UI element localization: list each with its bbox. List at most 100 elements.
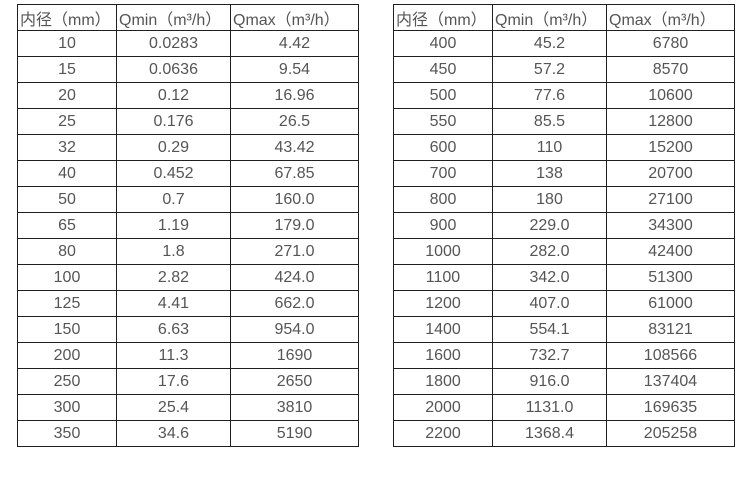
cell-qmin: 11.3 bbox=[116, 342, 231, 369]
cell-diameter: 1100 bbox=[393, 264, 493, 291]
cell-qmax: 83121 bbox=[606, 316, 735, 343]
cell-qmax: 61000 bbox=[606, 290, 735, 317]
cell-qmin: 110 bbox=[492, 134, 607, 161]
table-row: 200 11.3 1690 bbox=[17, 342, 359, 369]
cell-qmin: 282.0 bbox=[492, 238, 607, 265]
header-cell-qmax: Qmax（m³/h） bbox=[606, 4, 735, 31]
table-row: 700 138 20700 bbox=[393, 160, 735, 187]
cell-qmax: 169635 bbox=[606, 394, 735, 421]
cell-qmax: 15200 bbox=[606, 134, 735, 161]
cell-diameter: 125 bbox=[17, 290, 117, 317]
table-row: 500 77.6 10600 bbox=[393, 82, 735, 109]
table-row: 80 1.8 271.0 bbox=[17, 238, 359, 265]
table-row: 100 2.82 424.0 bbox=[17, 264, 359, 291]
flow-table-small-diameters: 内径（mm） Qmin（m³/h） Qmax（m³/h） 10 0.0283 4.42 15… bbox=[17, 4, 359, 447]
cell-diameter: 40 bbox=[17, 160, 117, 187]
cell-diameter: 15 bbox=[17, 56, 117, 83]
cell-qmin: 554.1 bbox=[492, 316, 607, 343]
cell-qmin: 0.176 bbox=[116, 108, 231, 135]
tables-container: 内径（mm） Qmin（m³/h） Qmax（m³/h） 10 0.0283 4.42 15… bbox=[17, 4, 735, 447]
cell-diameter: 800 bbox=[393, 186, 493, 213]
cell-diameter: 25 bbox=[17, 108, 117, 135]
cell-qmin: 1131.0 bbox=[492, 394, 607, 421]
cell-qmin: 77.6 bbox=[492, 82, 607, 109]
cell-qmax: 1690 bbox=[230, 342, 359, 369]
cell-qmin: 34.6 bbox=[116, 420, 231, 447]
cell-qmin: 45.2 bbox=[492, 30, 607, 57]
cell-qmax: 67.85 bbox=[230, 160, 359, 187]
table-row: 250 17.6 2650 bbox=[17, 368, 359, 395]
cell-qmin: 180 bbox=[492, 186, 607, 213]
table-row: 900 229.0 34300 bbox=[393, 212, 735, 239]
cell-qmax: 20700 bbox=[606, 160, 735, 187]
table-row: 40 0.452 67.85 bbox=[17, 160, 359, 187]
cell-qmax: 179.0 bbox=[230, 212, 359, 239]
cell-qmin: 6.63 bbox=[116, 316, 231, 343]
table-row: 1100 342.0 51300 bbox=[393, 264, 735, 291]
cell-qmax: 424.0 bbox=[230, 264, 359, 291]
table-row: 1400 554.1 83121 bbox=[393, 316, 735, 343]
table-row: 1200 407.0 61000 bbox=[393, 290, 735, 317]
cell-diameter: 65 bbox=[17, 212, 117, 239]
cell-diameter: 200 bbox=[17, 342, 117, 369]
cell-qmin: 0.29 bbox=[116, 134, 231, 161]
cell-qmin: 17.6 bbox=[116, 368, 231, 395]
table-row: 10 0.0283 4.42 bbox=[17, 30, 359, 57]
table-row: 800 180 27100 bbox=[393, 186, 735, 213]
cell-diameter: 1800 bbox=[393, 368, 493, 395]
table-row: 2200 1368.4 205258 bbox=[393, 420, 735, 447]
cell-qmin: 0.452 bbox=[116, 160, 231, 187]
cell-diameter: 1400 bbox=[393, 316, 493, 343]
cell-qmin: 2.82 bbox=[116, 264, 231, 291]
cell-qmax: 137404 bbox=[606, 368, 735, 395]
table-row: 600 110 15200 bbox=[393, 134, 735, 161]
cell-diameter: 1000 bbox=[393, 238, 493, 265]
table-row: 2000 1131.0 169635 bbox=[393, 394, 735, 421]
cell-qmax: 27100 bbox=[606, 186, 735, 213]
cell-qmax: 12800 bbox=[606, 108, 735, 135]
cell-diameter: 80 bbox=[17, 238, 117, 265]
cell-diameter: 2000 bbox=[393, 394, 493, 421]
table-row: 125 4.41 662.0 bbox=[17, 290, 359, 317]
cell-qmax: 4.42 bbox=[230, 30, 359, 57]
cell-diameter: 1600 bbox=[393, 342, 493, 369]
cell-qmax: 205258 bbox=[606, 420, 735, 447]
cell-qmax: 5190 bbox=[230, 420, 359, 447]
cell-diameter: 300 bbox=[17, 394, 117, 421]
cell-qmax: 16.96 bbox=[230, 82, 359, 109]
header-cell-diameter: 内径（mm） bbox=[393, 4, 493, 31]
cell-diameter: 500 bbox=[393, 82, 493, 109]
cell-diameter: 32 bbox=[17, 134, 117, 161]
table-row: 25 0.176 26.5 bbox=[17, 108, 359, 135]
cell-qmin: 0.12 bbox=[116, 82, 231, 109]
cell-qmax: 8570 bbox=[606, 56, 735, 83]
cell-qmin: 407.0 bbox=[492, 290, 607, 317]
cell-diameter: 10 bbox=[17, 30, 117, 57]
header-cell-qmin: Qmin（m³/h） bbox=[492, 4, 607, 31]
table-row: 15 0.0636 9.54 bbox=[17, 56, 359, 83]
cell-qmin: 1.19 bbox=[116, 212, 231, 239]
cell-qmin: 0.7 bbox=[116, 186, 231, 213]
cell-qmin: 732.7 bbox=[492, 342, 607, 369]
cell-qmin: 1.8 bbox=[116, 238, 231, 265]
table-row: 400 45.2 6780 bbox=[393, 30, 735, 57]
cell-diameter: 400 bbox=[393, 30, 493, 57]
table-row: 450 57.2 8570 bbox=[393, 56, 735, 83]
cell-qmax: 2650 bbox=[230, 368, 359, 395]
table-row: 1800 916.0 137404 bbox=[393, 368, 735, 395]
cell-diameter: 350 bbox=[17, 420, 117, 447]
cell-qmin: 1368.4 bbox=[492, 420, 607, 447]
cell-qmin: 342.0 bbox=[492, 264, 607, 291]
table-row: 550 85.5 12800 bbox=[393, 108, 735, 135]
table-row: 1600 732.7 108566 bbox=[393, 342, 735, 369]
cell-qmax: 6780 bbox=[606, 30, 735, 57]
table-row: 65 1.19 179.0 bbox=[17, 212, 359, 239]
cell-qmax: 662.0 bbox=[230, 290, 359, 317]
cell-diameter: 2200 bbox=[393, 420, 493, 447]
cell-qmin: 0.0283 bbox=[116, 30, 231, 57]
cell-qmax: 160.0 bbox=[230, 186, 359, 213]
cell-qmin: 916.0 bbox=[492, 368, 607, 395]
cell-qmax: 954.0 bbox=[230, 316, 359, 343]
table-row: 1000 282.0 42400 bbox=[393, 238, 735, 265]
cell-diameter: 20 bbox=[17, 82, 117, 109]
